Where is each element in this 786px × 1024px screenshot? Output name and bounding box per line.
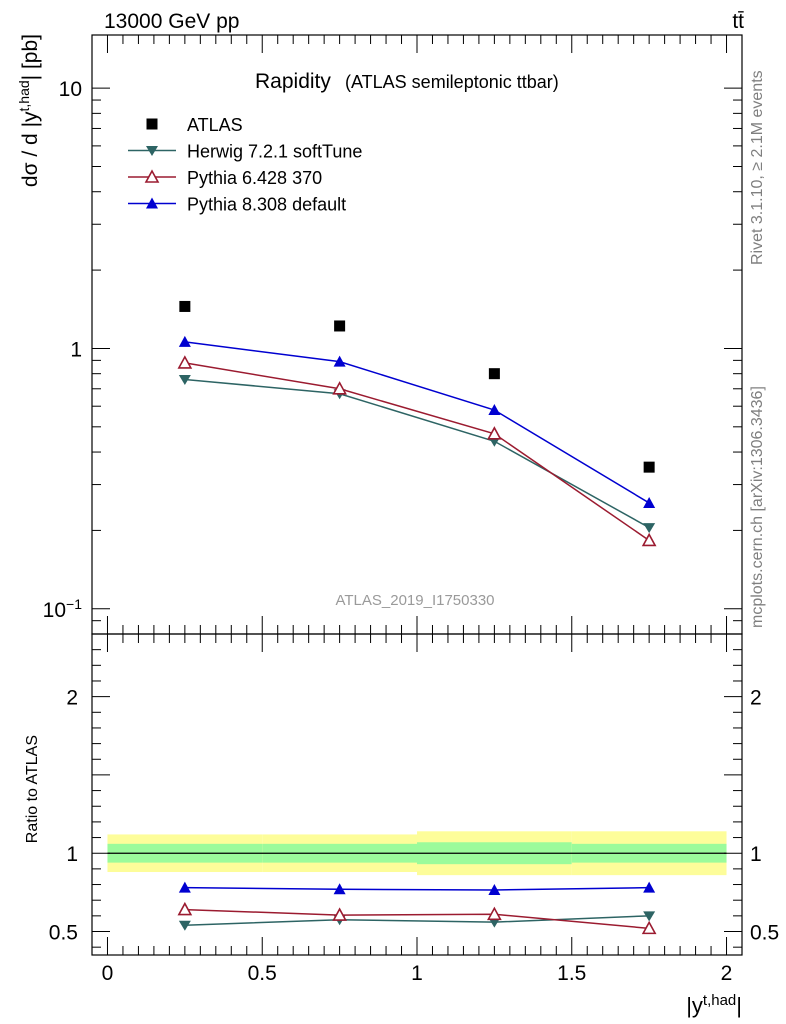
legend-label: Herwig 7.2.1 softTune [187,142,362,162]
chart-subtitle: (ATLAS semileptonic ttbar) [345,72,559,92]
ratio-data-point [332,907,347,921]
series-atlas [179,300,655,473]
ratio-y-tick-label-right: 2 [750,687,762,710]
series-line [184,378,650,529]
chart-title: Rapidity [255,70,331,93]
series-line [184,362,650,542]
ratio-series-pythia-8-308-default [178,881,656,896]
legend-marker [146,197,158,209]
x-tick-label: 1 [411,962,423,985]
ratio-plot: 0.5 0.5 1 1 2 2 0 0.5 1 1.5 2 Ratio to ATLAS |yt,had… [24,633,779,1019]
ratio-series-line [184,886,650,891]
header-final-state: tt̄ [732,10,744,33]
ratio-data-point [178,881,191,893]
main-y-axis-label: dσ / d |yt,had| [pb] [16,34,42,187]
data-point [488,368,500,380]
legend-marker [146,146,158,156]
ratio-data-point [488,884,501,896]
legend-entry: ATLAS [146,115,243,135]
analysis-label: ATLAS_2019_I1750330 [335,592,494,609]
mcplots-label: mcplots.cern.ch [arXiv:1306.3436] [749,386,766,628]
data-point [179,300,191,312]
legend: ATLAS Herwig 7.2.1 softTune Pythia 6.428 3… [128,115,362,215]
main-plot: 10−1 1 10 dσ / d |yt,had| [pb] Rapidity (ATLA… [16,34,743,635]
x-tick-label: 0.5 [248,962,277,985]
main-y-minor-ticks [92,87,742,635]
data-point [178,374,191,385]
legend-label: ATLAS [187,115,243,135]
ratio-y-axis-label: Ratio to ATLAS [24,735,41,843]
data-point [643,461,655,473]
x-axis-label: |yt,had| [686,992,742,1019]
ratio-data-point [177,901,193,916]
main-y-tick-label: 10 [59,78,82,101]
x-tick-label: 2 [721,962,733,985]
header-process: 13000 GeV pp [104,10,239,33]
main-y-tick-label: 1 [70,338,82,361]
ratio-series-pythia-6-428-370 [177,901,657,935]
ratio-data-point [641,920,657,935]
data-point [178,335,191,347]
x-tick-label: 1.5 [557,962,586,985]
ratio-y-tick-label-left: 2 [66,687,78,710]
ratio-y-tick-label-left: 1 [66,843,78,866]
data-point [643,523,656,534]
ratio-series-line [184,908,650,930]
data-point [332,381,347,395]
ratio-data-point [178,920,191,931]
header: 13000 GeV pp tt̄ [104,10,744,33]
side-text: Rivet 3.1.10, ≥ 2.1M events mcplots.cern… [749,70,766,628]
series-line [184,341,650,504]
ratio-data-point [487,906,502,921]
ratio-plot-frame [91,633,743,956]
x-tick-label: 0 [102,962,114,985]
ratio-data-point [643,911,656,922]
series-pythia-6-428-370 [177,355,657,547]
ratio-data-point [488,917,501,928]
legend-marker [144,169,160,183]
series-herwig-7-2-1-softtune [178,374,656,534]
ratio-y-tick-label-right: 0.5 [750,922,779,945]
data-point [641,532,657,547]
data-point [487,426,502,440]
data-point [643,496,656,508]
legend-entry: Pythia 8.308 default [128,195,346,215]
main-y-tick-label: 10−1 [43,596,83,622]
series-pythia-8-308-default [178,335,656,508]
main-x-ticks [106,35,728,634]
ratio-y-tick-label-right: 1 [750,843,762,866]
legend-marker [146,118,158,130]
ratio-x-ticks [106,634,728,955]
ratio-y-ticks [92,633,742,948]
legend-label: Pythia 8.308 default [187,195,346,215]
ratio-series-line [184,915,650,926]
legend-entry: Pythia 6.428 370 [128,168,322,188]
ratio-y-tick-label-left: 0.5 [49,922,78,945]
legend-entry: Herwig 7.2.1 softTune [128,142,362,162]
data-point [177,355,193,369]
ratio-data-point [333,883,346,895]
data-point [488,404,501,416]
data-point [334,320,346,332]
rivet-version-label: Rivet 3.1.10, ≥ 2.1M events [749,70,766,265]
legend-label: Pythia 6.428 370 [187,168,322,188]
data-point [333,355,346,367]
ratio-data-point [643,881,656,893]
